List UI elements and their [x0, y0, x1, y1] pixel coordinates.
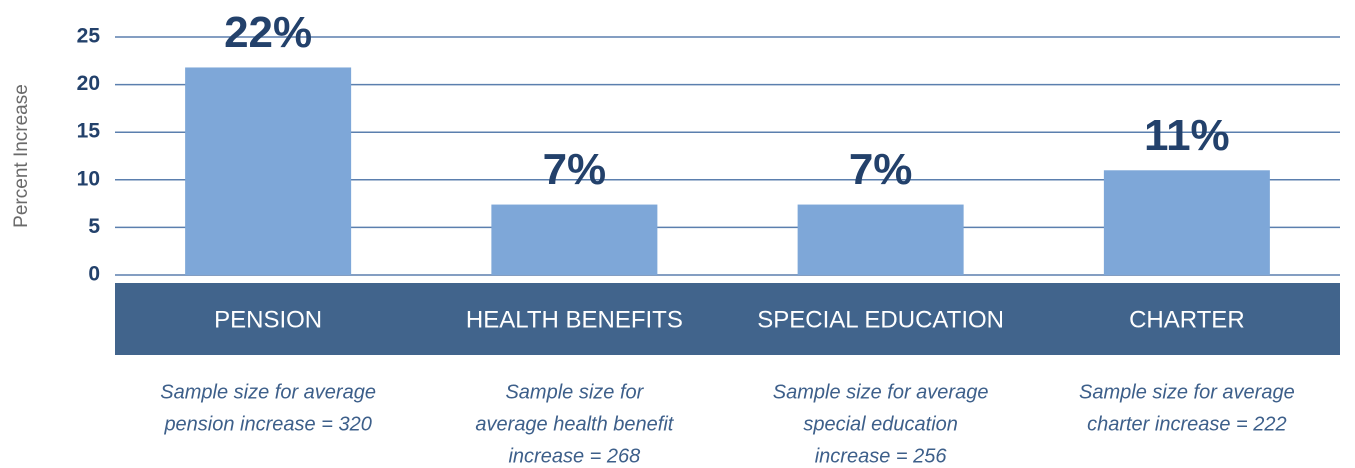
x-tick-label: CHARTER [1129, 306, 1245, 333]
y-tick-label: 5 [88, 215, 100, 238]
annotation: increase = 268 [508, 445, 640, 467]
annotation: Sample size for [505, 381, 644, 403]
y-axis-label: Percent Increase [11, 84, 32, 228]
value-label: 7% [849, 145, 913, 194]
value-label: 7% [543, 145, 607, 194]
annotation: average health benefit [475, 413, 674, 435]
annotation: charter increase = 222 [1087, 413, 1287, 435]
bar [185, 67, 352, 276]
annotation: pension increase = 320 [163, 413, 371, 435]
value-label: 22% [224, 8, 312, 57]
bar [1103, 170, 1270, 275]
annotation: increase = 256 [815, 445, 948, 467]
bar [797, 204, 964, 275]
y-tick-label: 15 [77, 120, 101, 143]
x-tick-label: HEALTH BENEFITS [466, 306, 683, 333]
annotation: Sample size for average [773, 381, 989, 403]
x-tick-label: SPECIAL EDUCATION [757, 306, 1004, 333]
annotation: Sample size for average [1079, 381, 1295, 403]
y-tick-label: 0 [88, 263, 100, 286]
y-tick-label: 25 [77, 25, 101, 48]
y-tick-label: 10 [77, 167, 100, 190]
value-label: 11% [1144, 111, 1230, 160]
annotation: special education [803, 413, 958, 435]
y-tick-label: 20 [77, 72, 100, 95]
x-tick-label: PENSION [214, 306, 322, 333]
category-band [115, 283, 1340, 355]
annotation: Sample size for average [160, 381, 376, 403]
bar [491, 204, 658, 275]
